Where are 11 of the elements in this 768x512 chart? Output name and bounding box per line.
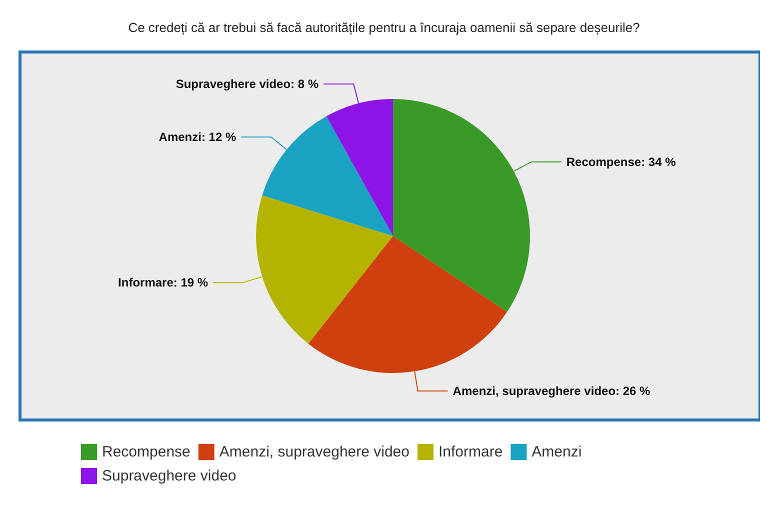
data-label: Supraveghere video: 8 %	[176, 77, 319, 92]
chart-title: Ce credeți că ar trebui să facă autoritățile pentru a încuraja oamenii să separe deșeurile?	[128, 20, 640, 35]
data-label: Amenzi, supraveghere video: 26 %	[452, 384, 651, 398]
data-label: Informare: 19 %	[118, 276, 208, 290]
legend-label: Amenzi	[532, 444, 582, 460]
data-label: Amenzi: 12 %	[158, 130, 236, 144]
legend-label: Supraveghere video	[102, 468, 236, 484]
legend-label: Informare	[438, 444, 503, 460]
legend-label: Amenzi, supraveghere video	[219, 444, 410, 460]
data-label: Recompense: 34 %	[566, 154, 676, 169]
legend-label: Recompense	[102, 444, 190, 460]
